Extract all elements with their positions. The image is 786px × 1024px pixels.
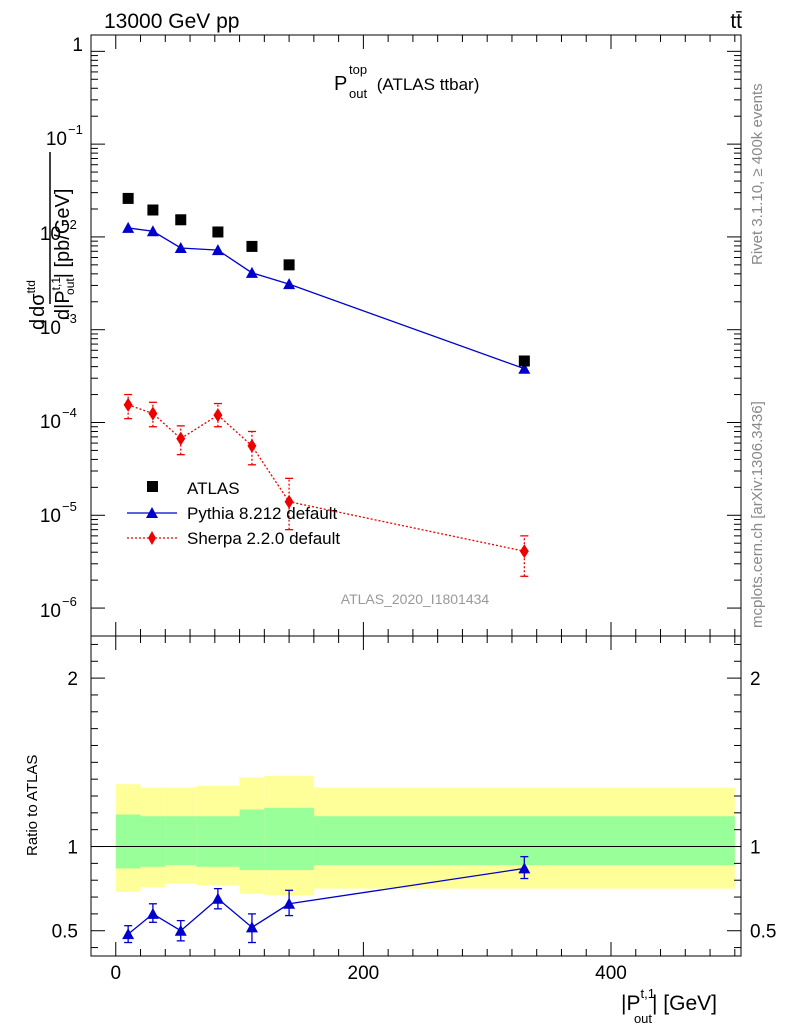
ratio-ytick-label-left: 0.5: [52, 922, 78, 943]
stat-uncertainty-band: [264, 807, 314, 871]
ylabel-text: ddσttd: [24, 280, 49, 330]
ytick-label: 10: [40, 412, 61, 433]
ratio-panel: Ratio to ATLAS 0.5 0.5 1 1 2 2 0 200 400 |Pt,1 ou…: [24, 635, 777, 1024]
beam-label: 13000 GeV pp: [104, 10, 239, 33]
legend-marker-sherpa: [148, 531, 156, 545]
xlabel-text: |Pt,1 out| [GeV]: [621, 986, 717, 1024]
atlas-point: [212, 226, 224, 238]
ratio-xtick-label: 400: [595, 963, 627, 984]
pythia-point: [245, 266, 258, 278]
pythia-point: [283, 278, 296, 290]
atlas-point: [147, 204, 159, 216]
pythia-point: [211, 244, 224, 256]
pythia-point: [146, 225, 159, 237]
ytick-label-exponent: −3: [62, 311, 77, 326]
main-ylabel: ddσttd d|Pt,1out| [pb/GeV]: [24, 152, 77, 330]
stat-uncertainty-band: [239, 809, 265, 871]
atlas-point: [283, 259, 295, 271]
ytick-label: 10: [40, 318, 61, 339]
ylabel-denominator: d|Pt,1out| [pb/GeV]: [49, 189, 77, 320]
title-sub: out: [349, 86, 367, 101]
legend-label-atlas: ATLAS: [187, 479, 240, 498]
ytick-label-exponent: −4: [62, 405, 77, 420]
stat-uncertainty-band: [140, 816, 166, 867]
ratio-ytick-label-right: 0.5: [750, 922, 776, 943]
atlas-point: [175, 214, 187, 226]
sherpa-point: [213, 408, 223, 423]
sherpa-point: [148, 406, 158, 421]
ytick-label-exponent: −1: [68, 122, 83, 137]
title-sup: top: [349, 62, 367, 77]
process-label: tt̄: [730, 10, 742, 33]
legend-marker-atlas: [147, 481, 158, 492]
main-axis-ticks: [90, 35, 741, 636]
legend: ATLAS Pythia 8.212 default Sherpa 2.2.0 …: [127, 479, 340, 548]
atlas-point: [246, 240, 258, 252]
analysis-watermark: ATLAS_2020_I1801434: [341, 591, 490, 607]
ratio-tick-labels: 0.5 0.5 1 1 2 2 0 200 400: [52, 669, 777, 984]
atlas-point: [518, 355, 530, 367]
stat-uncertainty-band: [165, 816, 197, 866]
ratio-xtick-label: 0: [110, 963, 121, 984]
main-data-layer: [122, 192, 531, 577]
sherpa-point: [284, 494, 294, 509]
sherpa-point: [123, 397, 133, 412]
ratio-pythia-point: [518, 862, 531, 874]
ytick-label: 10: [40, 506, 61, 527]
ratio-ytick-label-right: 2: [750, 669, 761, 690]
ratio-ytick-label-left: 1: [67, 838, 78, 859]
ratio-pythia-point: [174, 924, 187, 936]
ratio-ytick-label-left: 2: [67, 669, 78, 690]
ratio-data-layer: [122, 855, 531, 944]
stat-uncertainty-band: [115, 814, 141, 869]
ratio-xtick-label: 200: [348, 963, 380, 984]
mcplots-label: mcplots.cern.ch [arXiv:1306.3436]: [749, 401, 766, 628]
legend-label-pythia: Pythia 8.212 default: [187, 504, 338, 523]
main-panel: 1 10 −1 10 −2 10 −3 10 −4 10 −5 10 −6 P …: [24, 34, 742, 637]
title-main: P: [334, 73, 347, 95]
main-ytick-labels: 1 10 −1 10 −2 10 −3 10 −4 10 −5 10 −6: [40, 35, 83, 622]
rivet-label: Rivet 3.1.10, ≥ 400k events: [749, 83, 766, 265]
stat-uncertainty-band: [196, 816, 240, 867]
pythia-point: [518, 362, 531, 374]
ratio-ytick-label-right: 1: [750, 838, 761, 859]
ytick-label: 10: [40, 601, 61, 622]
title-suffix: (ATLAS ttbar): [372, 75, 479, 94]
sherpa-point: [247, 438, 257, 453]
pythia-point: [122, 221, 135, 233]
ratio-pythia-point: [122, 928, 135, 940]
chart-title: P top out (ATLAS ttbar): [334, 62, 479, 101]
ratio-xlabel: |Pt,1 out| [GeV]: [621, 986, 717, 1024]
ratio-axis-ticks: [90, 636, 741, 956]
pythia-line: [128, 227, 525, 370]
ratio-frame: [90, 635, 742, 957]
ratio-pythia-point: [146, 907, 159, 919]
ytick-label-exponent: −6: [62, 594, 77, 609]
ratio-pythia-point: [211, 892, 224, 904]
ytick-label: 1: [72, 35, 83, 56]
pythia-point: [174, 241, 187, 253]
ytick-label-exponent: −2: [62, 217, 77, 232]
legend-marker-pythia: [146, 507, 158, 518]
sherpa-point: [176, 431, 186, 446]
ratio-uncertainty-bands: [91, 775, 741, 896]
atlas-point: [122, 192, 134, 204]
ytick-label: 10: [46, 129, 67, 150]
ratio-ylabel: Ratio to ATLAS: [24, 755, 41, 856]
ratio-pythia-point: [245, 921, 258, 933]
ratio-pythia-point: [283, 897, 296, 909]
sherpa-point: [519, 544, 529, 559]
ytick-label-exponent: −5: [62, 499, 77, 514]
legend-label-sherpa: Sherpa 2.2.0 default: [187, 529, 340, 548]
